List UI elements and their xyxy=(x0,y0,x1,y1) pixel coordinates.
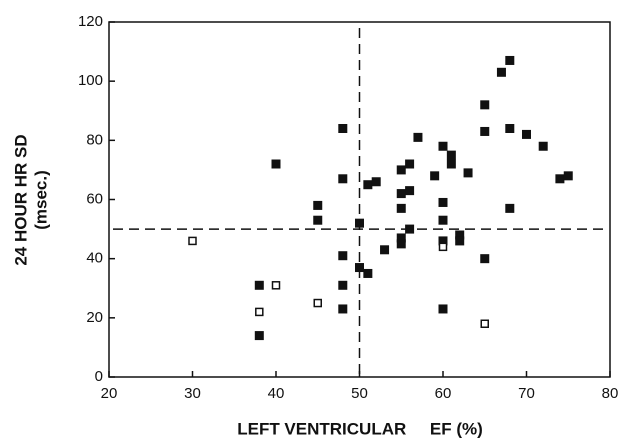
data-point xyxy=(438,141,448,151)
data-point xyxy=(496,67,506,77)
data-point xyxy=(363,180,373,190)
data-point xyxy=(563,171,573,181)
data-point xyxy=(396,165,406,175)
data-point xyxy=(338,251,348,261)
data-point xyxy=(188,236,197,246)
x-tick-label: 40 xyxy=(268,385,285,402)
data-point xyxy=(313,215,323,225)
data-point xyxy=(505,55,515,65)
data-point xyxy=(396,233,406,243)
data-point xyxy=(363,268,373,278)
x-axis-label: LEFT VENTRICULAR EF (%) xyxy=(237,419,483,438)
data-point xyxy=(355,218,364,228)
data-point xyxy=(338,124,348,133)
x-tick-label: 60 xyxy=(435,385,452,402)
data-point xyxy=(438,304,448,314)
data-point xyxy=(413,132,423,142)
data-point xyxy=(505,203,515,213)
data-point xyxy=(371,177,381,187)
y-tick-label: 20 xyxy=(86,309,103,326)
data-point xyxy=(271,281,281,290)
data-point xyxy=(396,203,406,213)
data-point xyxy=(505,124,515,133)
data-point xyxy=(396,189,406,199)
x-tick-label: 20 xyxy=(101,385,118,402)
data-point xyxy=(338,280,348,290)
data-point xyxy=(254,331,264,341)
y-tick-label: 40 xyxy=(86,250,103,267)
data-point xyxy=(405,159,415,169)
data-point xyxy=(480,100,490,110)
data-point xyxy=(438,215,448,225)
data-point xyxy=(480,126,490,136)
data-point xyxy=(254,280,264,290)
x-tick-label: 80 xyxy=(602,385,619,402)
data-point xyxy=(355,263,364,273)
data-point xyxy=(446,159,456,169)
data-point xyxy=(255,307,264,317)
y-axis-label: 24 HOUR HR SD xyxy=(11,134,30,265)
data-point xyxy=(480,254,490,264)
data-point xyxy=(430,171,440,181)
y-axis-label: (msec.) xyxy=(31,170,50,230)
data-point xyxy=(405,224,415,234)
data-point xyxy=(538,141,548,151)
data-point xyxy=(396,239,406,249)
data-point xyxy=(438,242,448,252)
data-point xyxy=(438,197,448,207)
data-point xyxy=(555,174,565,184)
data-point xyxy=(338,174,348,184)
data-point xyxy=(313,298,322,308)
data-point xyxy=(455,236,465,246)
y-tick-label: 0 xyxy=(95,368,103,385)
data-point xyxy=(438,236,448,246)
x-tick-label: 50 xyxy=(351,385,368,402)
data-point xyxy=(313,200,323,210)
data-point xyxy=(405,186,415,196)
x-tick-label: 70 xyxy=(518,385,535,402)
data-point xyxy=(271,159,281,169)
y-tick-label: 60 xyxy=(86,190,103,207)
y-tick-label: 80 xyxy=(86,131,103,148)
data-point xyxy=(380,245,390,255)
data-point xyxy=(522,129,531,139)
data-point xyxy=(455,230,465,240)
data-point xyxy=(446,150,456,160)
y-tick-label: 100 xyxy=(78,72,103,89)
y-tick-label: 120 xyxy=(78,13,103,30)
data-point xyxy=(480,319,489,328)
data-point xyxy=(338,304,348,314)
x-tick-label: 30 xyxy=(184,385,201,402)
data-point xyxy=(463,168,473,178)
